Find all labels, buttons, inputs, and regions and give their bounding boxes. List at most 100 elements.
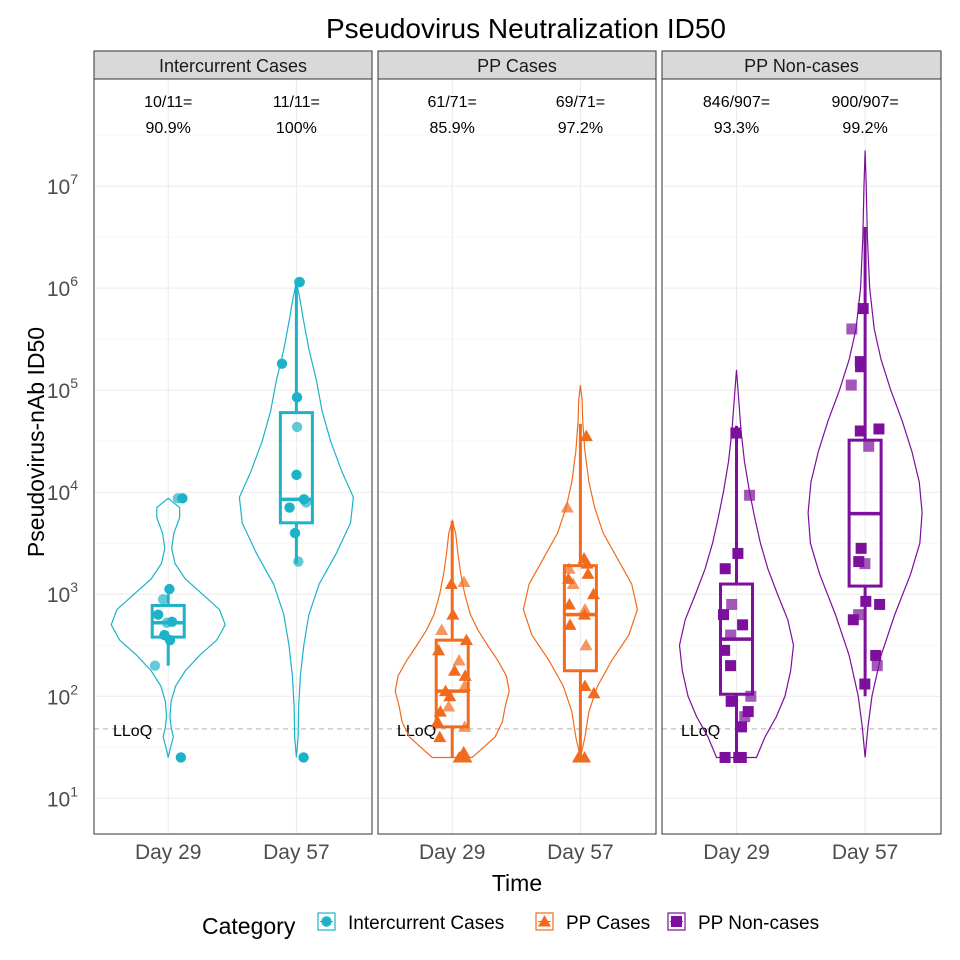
data-point [578,750,592,763]
data-point [874,598,886,610]
legend-entry: PP Non-cases [667,912,819,934]
data-point [448,664,462,676]
x-tick-label: Day 29 [135,841,202,864]
box [562,564,598,673]
rate-percent: 85.9% [430,120,475,137]
panel-background [662,79,941,834]
data-point [433,730,447,743]
data-point [291,392,303,403]
data-point [845,379,857,391]
data-point [726,598,738,610]
data-point [579,638,593,651]
data-point [164,583,175,595]
data-point [586,587,600,600]
data-point [853,556,865,568]
data-point [857,303,869,315]
data-point [579,429,593,442]
violin-outline [522,385,639,758]
legend-entry: Intercurrent Cases [317,912,504,934]
y-axis-title: Pseudovirus-nAb ID50 [23,327,49,557]
data-point [457,745,471,758]
rate-fraction: 10/11= [144,94,192,111]
data-point [737,619,749,631]
x-tick-label: Day 57 [263,841,330,864]
legend-entry: PP Cases [535,912,650,934]
chart-title: Pseudovirus Neutralization ID50 [326,13,726,44]
data-point [439,684,453,697]
rate-fraction: 846/907= [703,94,770,111]
data-point [293,556,304,567]
legend-label: Intercurrent Cases [348,913,504,934]
data-point [561,572,575,584]
facet-strip [93,50,373,80]
data-point [871,660,883,672]
facet-panel: PP Non-cases LLoQ 846/907= 93.3% Day 29 900/9… [661,50,942,864]
facet-panels: Intercurrent Cases LLoQ 10/11= 90.9% Day 29 1… [93,50,942,864]
rate-fraction: 61/71= [428,94,477,111]
facet-strip-label: PP Non-cases [744,56,859,76]
data-point [719,644,731,656]
facet-strip-label: PP Cases [477,56,557,76]
legend-square-icon [671,916,682,927]
legend-triangle-icon [538,915,551,927]
y-tick-label: 103 [47,579,78,607]
rate-fraction: 900/907= [832,94,899,111]
data-point [291,469,302,481]
data-point [444,577,458,590]
data-point [433,705,447,717]
data-point [289,527,301,539]
legend: Category Intercurrent Cases PP Cases PP Non… [202,912,819,939]
lloq-label: LLoQ [113,723,152,740]
data-point [742,706,754,718]
data-point [159,629,170,641]
data-point [166,616,178,627]
data-point [873,423,885,435]
data-point [859,678,871,690]
data-point [457,575,471,587]
data-point [730,427,742,439]
data-point [725,660,737,672]
panel-border [93,78,373,835]
box [278,411,314,525]
data-point [152,609,164,620]
data-point [863,440,875,452]
rate-percent: 97.2% [558,120,603,137]
data-point [732,547,744,559]
rate-percent: 90.9% [146,120,191,137]
data-point [562,597,576,610]
rate-fraction: 11/11= [273,94,320,111]
data-point [172,493,184,504]
y-tick-label: 106 [47,273,78,301]
y-tick-label: 104 [47,477,78,505]
x-tick-label: Day 57 [547,841,614,864]
data-point [719,751,731,763]
rate-percent: 99.2% [842,120,887,137]
data-point [859,558,871,570]
data-point [298,752,309,763]
y-tick-label: 107 [47,171,78,199]
data-point [854,356,866,368]
data-point [853,609,865,621]
lloq-label: LLoQ [397,723,436,740]
data-point [745,690,757,702]
x-tick-label: Day 29 [419,841,486,864]
data-point [725,629,737,641]
box [434,638,470,729]
panel-border [661,78,942,835]
violin-outline [678,369,795,759]
panel-border [377,78,657,835]
data-point [563,618,577,630]
y-tick-label: 105 [47,375,78,403]
facet-panel: PP Cases LLoQ 61/71= 85.9% Day 29 69/71= 97.2%… [377,50,657,864]
data-point [432,643,446,656]
data-point [452,654,466,666]
x-tick-label: Day 29 [703,841,770,864]
facet-panel: Intercurrent Cases LLoQ 10/11= 90.9% Day 29 1… [93,50,373,864]
legend-title: Category [202,913,296,939]
facet-strip [377,50,657,80]
legend-label: PP Cases [566,913,650,934]
data-point [860,595,872,607]
data-point [587,686,601,699]
data-point [459,633,473,646]
data-point [298,494,310,505]
